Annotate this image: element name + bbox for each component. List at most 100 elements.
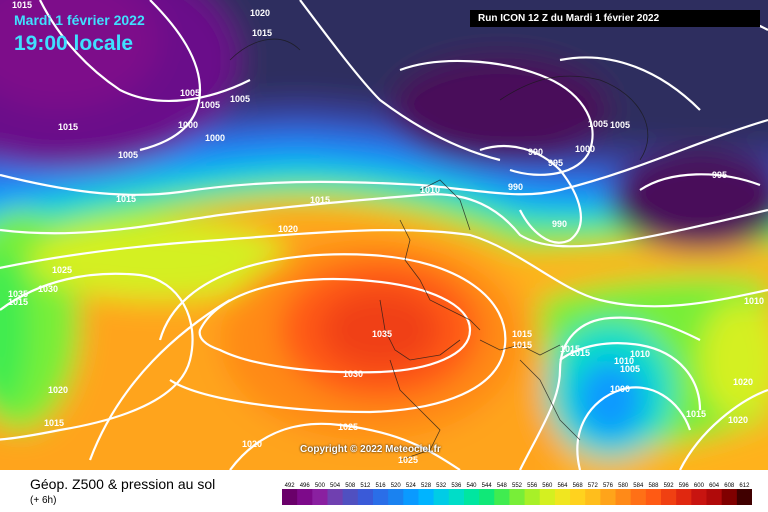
scale-swatch — [463, 489, 480, 505]
scale-tick-label: 576 — [603, 483, 614, 489]
isobar-label: 1000 — [178, 120, 198, 130]
scale-tick-label: 572 — [588, 483, 599, 489]
scale-tick-label: 596 — [679, 483, 690, 489]
scale-tick-label: 500 — [315, 483, 326, 489]
scale-swatch — [479, 489, 495, 505]
isobar-label: 1000 — [205, 133, 225, 143]
isobar-label: 1005 — [230, 94, 250, 104]
isobar-label: 1015 — [116, 194, 136, 204]
scale-swatch — [494, 489, 510, 505]
isobar-label: 1015 — [58, 122, 78, 132]
scale-swatch — [736, 489, 752, 505]
scale-tick-label: 532 — [436, 483, 447, 489]
copyright-watermark: Copyright © 2022 Meteociel.fr — [300, 444, 441, 455]
isobar-label: 1020 — [728, 415, 748, 425]
model-run-info: Run ICON 12 Z du Mardi 1 février 2022 — [470, 10, 760, 27]
isobar-label: 1035 — [8, 289, 28, 299]
scale-swatch — [524, 489, 541, 505]
isobar-label: 1020 — [733, 377, 753, 387]
scale-swatch — [600, 489, 617, 505]
scale-swatch — [630, 489, 647, 505]
isobar-label: 1035 — [372, 329, 392, 339]
isobar-label: 1015 — [12, 0, 32, 10]
scale-tick-label: 608 — [724, 483, 735, 489]
isobar-label: 1000 — [575, 144, 595, 154]
scale-tick-label: 564 — [557, 483, 568, 489]
scale-swatch — [448, 489, 465, 505]
scale-tick-label: 516 — [376, 483, 387, 489]
isobar-label: 1005 — [620, 364, 640, 374]
scale-swatch — [570, 489, 586, 505]
scale-tick-label: 520 — [391, 483, 402, 489]
isobar-label: 1010 — [614, 356, 634, 366]
weather-map: 1015102010151015100510001005100510001005… — [0, 0, 768, 470]
scale-swatch — [312, 489, 328, 505]
isobar-label: 1015 — [310, 195, 330, 205]
isobar-label: 1015 — [512, 329, 532, 339]
forecast-offset: (+ 6h) — [30, 495, 57, 506]
scale-tick-label: 584 — [633, 483, 644, 489]
scale-tick-label: 540 — [467, 483, 478, 489]
scale-swatch — [403, 489, 419, 505]
scale-swatch — [282, 489, 298, 505]
geopotential-field — [0, 0, 768, 470]
isobar-label: 1010 — [420, 185, 440, 195]
isobar-label: 1010 — [630, 349, 650, 359]
scale-tick-label: 552 — [512, 483, 523, 489]
isobar-label: 1010 — [744, 296, 764, 306]
isobar-label: 1020 — [250, 8, 270, 18]
scale-tick-label: 592 — [664, 483, 675, 489]
scale-swatch — [342, 489, 359, 505]
scale-tick-label: 536 — [451, 483, 462, 489]
scale-tick-label: 548 — [497, 483, 508, 489]
scale-swatch — [539, 489, 556, 505]
scale-swatch — [691, 489, 708, 505]
scale-swatch — [372, 489, 389, 505]
scale-tick-label: 568 — [573, 483, 584, 489]
isobar-label: 990 — [528, 147, 543, 157]
scale-tick-label: 588 — [648, 483, 659, 489]
isobar-label: 995 — [712, 170, 727, 180]
isobar-label: 1015 — [560, 344, 580, 354]
scale-swatch — [388, 489, 404, 505]
scale-tick-label: 512 — [360, 483, 371, 489]
isobar-labels: 1015102010151015100510001005100510001005… — [8, 0, 764, 465]
scale-swatch — [509, 489, 526, 505]
scale-swatch — [661, 489, 677, 505]
isobar-label: 1015 — [252, 28, 272, 38]
isobar-label: 995 — [548, 158, 563, 168]
scale-swatch — [418, 489, 435, 505]
isobar-label: 1015 — [8, 297, 28, 307]
isobar-label: 1020 — [278, 224, 298, 234]
scale-swatch — [357, 489, 374, 505]
scale-swatch — [297, 489, 313, 505]
color-scale-legend: 492 496 500 504 508 512 516 520 524 528 532 536 540 5… — [282, 483, 752, 505]
scale-swatch — [585, 489, 601, 505]
isobar-label: 1015 — [686, 409, 706, 419]
isobar-label: 1005 — [588, 119, 608, 129]
isobar-label: 1020 — [48, 385, 68, 395]
isobar-label: 990 — [508, 182, 523, 192]
coastlines — [229, 38, 649, 461]
scale-tick-label: 508 — [345, 483, 356, 489]
scale-tick-label: 544 — [482, 483, 493, 489]
scale-swatch — [645, 489, 662, 505]
isobar-label: 1020 — [242, 439, 262, 449]
scale-tick-label: 496 — [300, 483, 311, 489]
scale-swatch — [433, 489, 450, 505]
scale-swatch — [615, 489, 632, 505]
map-title: Géop. Z500 & pression au sol — [30, 476, 216, 492]
isobar-label: 1030 — [343, 369, 363, 379]
isobar-label: 1015 — [44, 418, 64, 428]
isobar-label: 1030 — [38, 284, 58, 294]
isobar-label: 1000 — [610, 384, 630, 394]
scale-swatch — [676, 489, 692, 505]
isobar-label: 990 — [552, 219, 567, 229]
scale-swatch — [706, 489, 723, 505]
isobar-label: 1025 — [398, 455, 418, 465]
isobar-label: 1015 — [570, 348, 590, 358]
isobar-label: 1005 — [180, 88, 200, 98]
scale-tick-label: 492 — [285, 483, 296, 489]
isobar-label: 1025 — [338, 422, 358, 432]
isobar-label: 1015 — [512, 340, 532, 350]
